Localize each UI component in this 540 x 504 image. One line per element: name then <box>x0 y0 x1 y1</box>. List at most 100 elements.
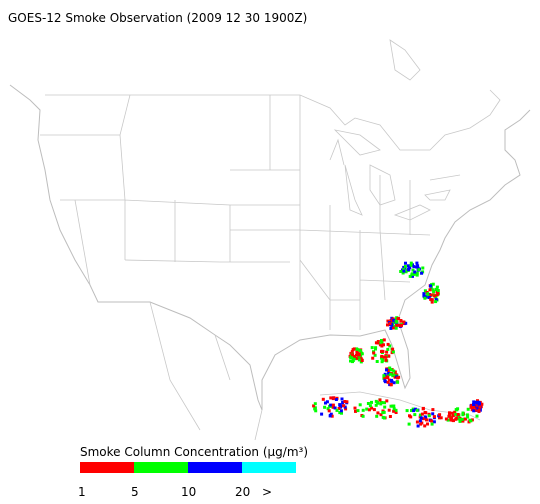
smoke-pixel <box>448 411 451 415</box>
smoke-pixel <box>360 359 364 362</box>
smoke-pixel <box>401 271 405 275</box>
smoke-pixel <box>420 412 424 416</box>
smoke-pixel <box>472 400 476 404</box>
smoke-pixel <box>394 326 398 330</box>
smoke-pixel <box>397 323 401 327</box>
smoke-pixel <box>431 412 435 416</box>
smoke-pixel <box>387 371 391 375</box>
smoke-pixel <box>382 343 385 347</box>
smoke-pixel <box>396 317 400 321</box>
smoke-pixel <box>396 380 400 384</box>
smoke-pixel <box>472 405 476 409</box>
smoke-pixel <box>341 401 345 404</box>
smoke-pixel <box>390 378 393 382</box>
great-lakes <box>333 129 451 221</box>
smoke-pixel <box>396 376 400 380</box>
smoke-pixel <box>325 400 329 404</box>
smoke-pixel <box>357 358 361 362</box>
mexico <box>149 301 263 441</box>
smoke-pixel <box>312 404 316 408</box>
smoke-pixel <box>444 417 448 421</box>
smoke-pixel <box>392 381 396 385</box>
smoke-pixel <box>421 406 425 410</box>
smoke-pixel <box>352 355 356 359</box>
smoke-pixel <box>389 383 393 387</box>
smoke-pixel <box>392 404 396 408</box>
smoke-pixel <box>436 289 440 292</box>
smoke-pixel <box>392 369 396 373</box>
smoke-pixel <box>350 350 354 354</box>
smoke-pixel <box>460 417 464 421</box>
smoke-pixel <box>314 409 318 413</box>
legend-swatch <box>188 462 242 473</box>
smoke-pixel <box>480 402 484 406</box>
smoke-pixel <box>466 415 470 419</box>
smoke-pixel <box>402 320 406 324</box>
smoke-pixel <box>421 266 425 270</box>
smoke-pixel <box>454 408 458 412</box>
smoke-pixel <box>438 416 441 420</box>
smoke-pixel <box>355 350 359 354</box>
smoke-pixel <box>453 410 457 414</box>
legend-swatch <box>134 462 188 473</box>
smoke-pixel <box>355 347 359 351</box>
smoke-pixel <box>419 416 423 420</box>
smoke-pixel <box>389 326 393 330</box>
smoke-pixel <box>328 414 332 418</box>
smoke-pixel <box>394 408 398 412</box>
smoke-pixel <box>412 265 416 269</box>
smoke-pixel <box>429 293 433 297</box>
smoke-pixel <box>380 354 384 358</box>
smoke-pixel <box>387 367 391 371</box>
legend-swatch <box>80 462 134 473</box>
smoke-pixel <box>429 297 433 301</box>
smoke-pixel <box>394 411 398 414</box>
smoke-pixel <box>371 356 375 360</box>
smoke-pixel <box>382 338 386 342</box>
smoke-pixel <box>418 413 422 417</box>
smoke-pixel <box>432 290 436 294</box>
legend-tick-label: 1 <box>78 485 86 499</box>
smoke-pixel <box>404 270 408 274</box>
smoke-pixel <box>399 319 403 323</box>
smoke-pixel <box>337 407 341 410</box>
smoke-pixel <box>383 401 386 405</box>
smoke-pixel <box>349 359 352 363</box>
smoke-pixel <box>408 274 412 278</box>
smoke-pixel <box>353 406 357 410</box>
smoke-pixel <box>368 404 372 408</box>
smoke-pixel <box>407 268 410 272</box>
smoke-pixel <box>472 409 476 413</box>
smoke-pixel <box>435 293 439 297</box>
smoke-pixel <box>361 414 365 418</box>
smoke-pixel <box>450 411 454 415</box>
smoke-pixel <box>410 272 414 276</box>
smoke-pixel <box>327 409 331 413</box>
smoke-pixel <box>389 368 393 371</box>
smoke-pixel <box>434 298 438 302</box>
smoke-pixel <box>432 415 436 419</box>
smoke-pixel <box>461 419 465 423</box>
smoke-pixel <box>332 396 336 400</box>
smoke-pixel <box>338 411 342 415</box>
smoke-pixel <box>420 271 424 275</box>
smoke-pixel <box>380 349 384 353</box>
legend: 1 5 10 20 > <box>78 462 296 499</box>
smoke-pixel <box>430 419 433 423</box>
smoke-pixel <box>476 399 479 403</box>
smoke-pixel <box>392 373 396 377</box>
smoke-pixel <box>393 324 397 328</box>
smoke-pixel <box>386 376 390 380</box>
smoke-pixel <box>335 408 339 412</box>
smoke-pixel <box>424 416 428 420</box>
smoke-pixel <box>413 270 417 274</box>
smoke-pixel <box>393 375 397 379</box>
legend-tick-label: 5 <box>131 485 139 499</box>
smoke-pixel <box>380 339 383 342</box>
smoke-pixel <box>465 413 469 417</box>
smoke-pixel <box>372 408 376 412</box>
smoke-pixel <box>387 408 391 412</box>
smoke-pixel <box>395 320 399 324</box>
smoke-pixel <box>392 409 396 413</box>
smoke-pixel <box>463 417 467 421</box>
